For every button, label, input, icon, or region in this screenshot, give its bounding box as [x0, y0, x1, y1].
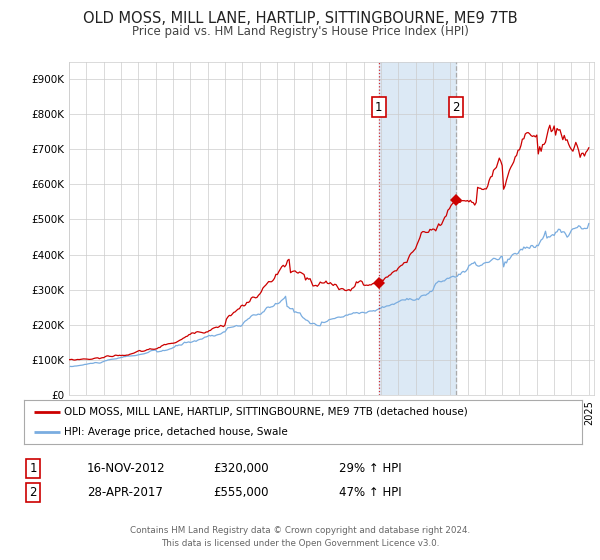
Text: Price paid vs. HM Land Registry's House Price Index (HPI): Price paid vs. HM Land Registry's House … [131, 25, 469, 38]
Text: 29% ↑ HPI: 29% ↑ HPI [339, 462, 401, 475]
Text: 16-NOV-2012: 16-NOV-2012 [87, 462, 166, 475]
Text: 1: 1 [29, 462, 37, 475]
Text: 2: 2 [452, 101, 460, 114]
Text: £555,000: £555,000 [213, 486, 269, 500]
Text: HPI: Average price, detached house, Swale: HPI: Average price, detached house, Swal… [64, 427, 288, 437]
Text: Contains HM Land Registry data © Crown copyright and database right 2024.: Contains HM Land Registry data © Crown c… [130, 526, 470, 535]
Text: OLD MOSS, MILL LANE, HARTLIP, SITTINGBOURNE, ME9 7TB: OLD MOSS, MILL LANE, HARTLIP, SITTINGBOU… [83, 11, 517, 26]
Text: 28-APR-2017: 28-APR-2017 [87, 486, 163, 500]
Text: £320,000: £320,000 [213, 462, 269, 475]
Text: 1: 1 [375, 101, 383, 114]
Text: 47% ↑ HPI: 47% ↑ HPI [339, 486, 401, 500]
Bar [379, 62, 456, 395]
Text: OLD MOSS, MILL LANE, HARTLIP, SITTINGBOURNE, ME9 7TB (detached house): OLD MOSS, MILL LANE, HARTLIP, SITTINGBOU… [64, 407, 468, 417]
Text: This data is licensed under the Open Government Licence v3.0.: This data is licensed under the Open Gov… [161, 539, 439, 548]
Text: 2: 2 [29, 486, 37, 500]
